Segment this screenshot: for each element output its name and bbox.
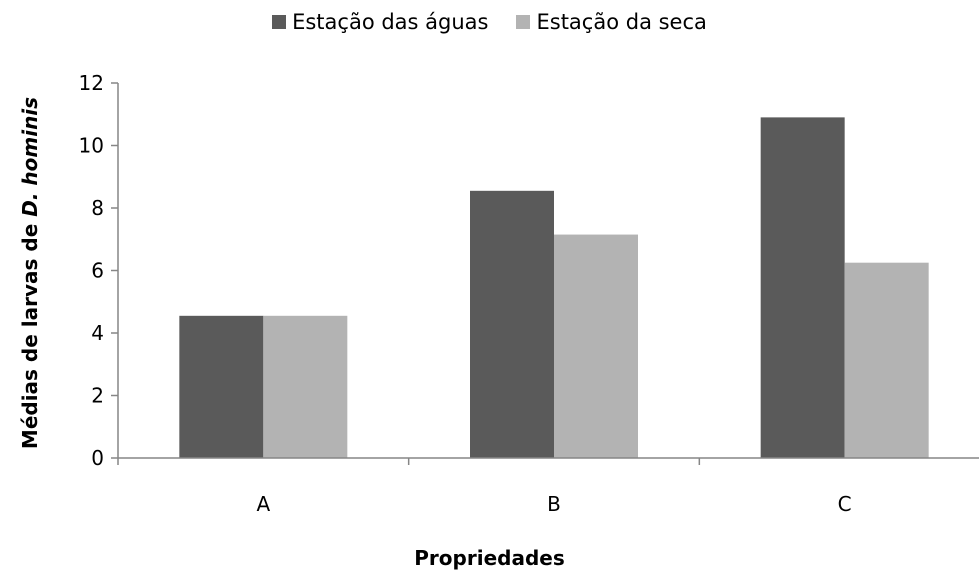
y-tick-label-6: 6 <box>91 259 104 283</box>
bar-series-1-c <box>760 117 845 458</box>
legend-item-series-1: Estação das águas <box>272 10 488 34</box>
legend-label-series-2: Estação da seca <box>536 10 707 34</box>
x-tick-label-c: C <box>838 492 852 516</box>
y-tick-label-2: 2 <box>91 384 104 408</box>
y-tick-label-10: 10 <box>79 134 104 158</box>
x-axis-label: Propriedades <box>414 546 565 570</box>
x-tick-label-a: A <box>256 492 270 516</box>
bar-series-2-b <box>554 234 638 458</box>
legend-label-series-1: Estação das águas <box>292 10 489 34</box>
x-tick-label-b: B <box>547 492 561 516</box>
chart-legend: Estação das águas Estação da seca <box>0 10 979 34</box>
bar-series-2-c <box>844 262 929 458</box>
bar-series-1-b <box>470 190 554 458</box>
y-tick-label-4: 4 <box>91 321 104 345</box>
legend-swatch-series-2 <box>516 15 531 29</box>
legend-swatch-series-1 <box>272 15 287 29</box>
bar-series-2-a <box>263 315 348 458</box>
legend-item-series-2: Estação da seca <box>516 10 707 34</box>
y-tick-label-0: 0 <box>91 446 104 470</box>
y-tick-label-8: 8 <box>91 196 104 220</box>
y-tick-label-12: 12 <box>79 71 104 95</box>
bar-series-1-a <box>179 315 264 458</box>
